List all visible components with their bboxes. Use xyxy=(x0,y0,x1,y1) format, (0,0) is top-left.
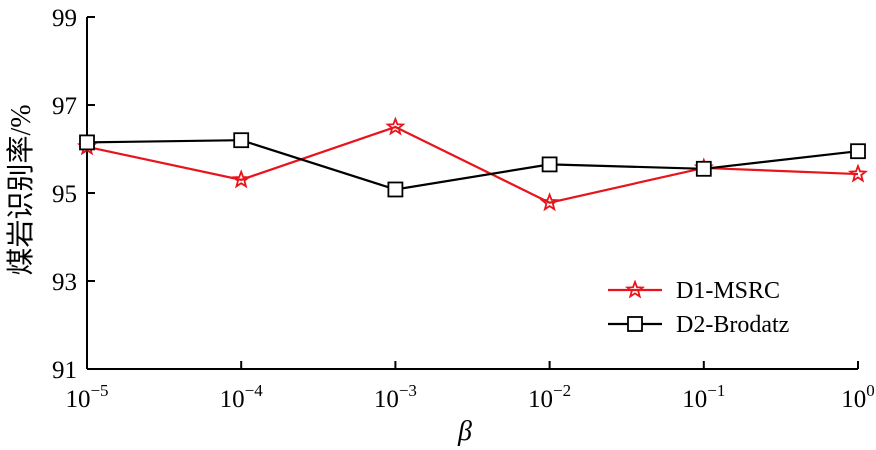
x-tick-label: 10−4 xyxy=(220,381,264,413)
x-tick-label: 10−3 xyxy=(374,381,417,413)
data-point-d1-msrc xyxy=(847,163,869,183)
axis-titles: β 煤岩识别率/% xyxy=(5,104,472,447)
data-point-d2-brodatz xyxy=(541,156,558,173)
axis-ticks: 91 93 95 97 99 10−5 10−4 10−3 10−2 10−1 100 xyxy=(52,5,875,413)
series-line-d2-brodatz xyxy=(86,139,859,191)
data-point-d1-msrc xyxy=(385,116,406,136)
x-tick-label: 10−2 xyxy=(528,381,571,413)
data-point-d2-brodatz xyxy=(387,181,404,198)
data-point-d1-msrc xyxy=(231,169,252,189)
x-axis-title: β xyxy=(457,416,472,447)
legend-label-d1-msrc: D1-MSRC xyxy=(676,278,780,304)
y-tick-label: 93 xyxy=(52,269,77,296)
x-tick-label: 10−1 xyxy=(682,381,725,413)
legend-label-d2-brodatz: D2-Brodatz xyxy=(676,312,789,338)
legend-marker-d2-brodatz xyxy=(627,316,643,332)
series-line-d1-msrc xyxy=(86,125,859,204)
data-series xyxy=(76,116,869,212)
data-point-d2-brodatz xyxy=(233,132,250,149)
data-point-d2-brodatz xyxy=(850,143,866,160)
y-tick-label: 97 xyxy=(52,93,77,120)
y-tick-label: 91 xyxy=(52,357,77,384)
legend-marker-d1-msrc xyxy=(624,279,646,299)
y-tick-label: 99 xyxy=(52,5,77,32)
data-point-d2-brodatz xyxy=(79,134,95,151)
y-axis-title: 煤岩识别率/% xyxy=(5,104,37,275)
x-tick-label: 100 xyxy=(841,381,875,413)
data-point-d1-msrc xyxy=(539,192,560,212)
y-tick-label: 95 xyxy=(52,181,77,208)
data-point-d2-brodatz xyxy=(695,160,712,177)
x-tick-label: 10−5 xyxy=(65,381,108,413)
chart-legend: D1-MSRC D2-Brodatz xyxy=(608,278,789,338)
